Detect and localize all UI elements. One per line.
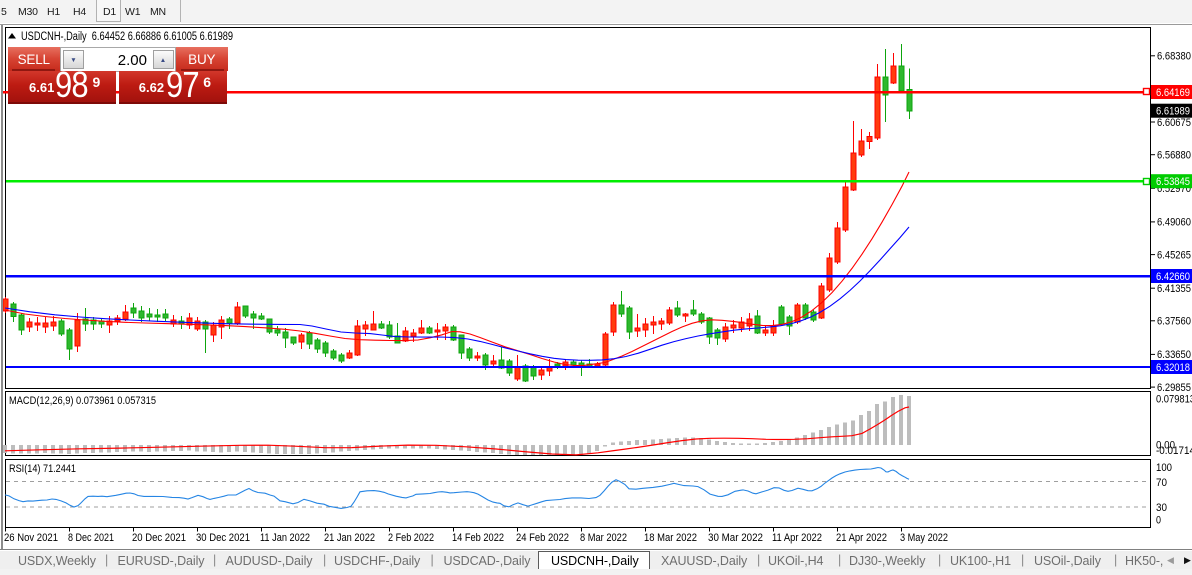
svg-text:RSI(14) 71.2441: RSI(14) 71.2441 — [9, 463, 76, 475]
svg-text:21 Apr 2022: 21 Apr 2022 — [836, 532, 887, 544]
svg-text:0.079813: 0.079813 — [1156, 393, 1192, 405]
svg-text:6.45265: 6.45265 — [1157, 249, 1191, 261]
svg-text:6.61989: 6.61989 — [1156, 106, 1190, 118]
svg-text:6.32018: 6.32018 — [1156, 362, 1190, 374]
svg-text:24 Feb 2022: 24 Feb 2022 — [516, 532, 569, 544]
svg-text:70: 70 — [1156, 477, 1167, 489]
svg-text:2 Feb 2022: 2 Feb 2022 — [388, 532, 434, 544]
svg-text:6.37560: 6.37560 — [1157, 316, 1191, 328]
svg-text:MACD(12,26,9) 0.073961 0.05731: MACD(12,26,9) 0.073961 0.057315 — [9, 395, 156, 407]
svg-text:11 Apr 2022: 11 Apr 2022 — [772, 532, 822, 544]
svg-text:20 Dec 2021: 20 Dec 2021 — [132, 532, 186, 544]
svg-text:14 Feb 2022: 14 Feb 2022 — [452, 532, 504, 544]
svg-text:21 Jan 2022: 21 Jan 2022 — [324, 532, 375, 544]
svg-text:0: 0 — [1156, 514, 1161, 526]
svg-text:6.56880: 6.56880 — [1157, 150, 1191, 162]
svg-text:6.42660: 6.42660 — [1156, 271, 1190, 283]
svg-text:11 Jan 2022: 11 Jan 2022 — [260, 532, 310, 544]
svg-text:30: 30 — [1156, 502, 1167, 514]
svg-text:30 Mar 2022: 30 Mar 2022 — [708, 532, 763, 544]
svg-text:6.41355: 6.41355 — [1157, 283, 1191, 295]
svg-text:3 May 2022: 3 May 2022 — [900, 532, 948, 544]
svg-text:18 Mar 2022: 18 Mar 2022 — [644, 532, 697, 544]
svg-text:6.33650: 6.33650 — [1157, 349, 1191, 361]
svg-text:6.64169: 6.64169 — [1156, 87, 1190, 99]
svg-text:30 Dec 2021: 30 Dec 2021 — [196, 532, 250, 544]
svg-text:8 Dec 2021: 8 Dec 2021 — [68, 532, 114, 544]
svg-text:USDCNH-,Daily 6.64452 6.66886: USDCNH-,Daily 6.64452 6.66886 6.61005 6.… — [21, 31, 233, 43]
svg-text:26 Nov 2021: 26 Nov 2021 — [4, 532, 58, 544]
svg-text:6.49060: 6.49060 — [1157, 217, 1191, 229]
svg-text:100: 100 — [1156, 462, 1172, 474]
svg-text:6.60675: 6.60675 — [1157, 117, 1191, 129]
svg-text:0.00: 0.00 — [1156, 439, 1175, 451]
svg-text:8 Mar 2022: 8 Mar 2022 — [580, 532, 627, 544]
svg-text:6.68380: 6.68380 — [1157, 51, 1191, 63]
svg-text:6.53845: 6.53845 — [1156, 176, 1190, 188]
svg-text:-0.01714: -0.01714 — [1156, 445, 1192, 457]
svg-text:6.29855: 6.29855 — [1157, 382, 1191, 394]
